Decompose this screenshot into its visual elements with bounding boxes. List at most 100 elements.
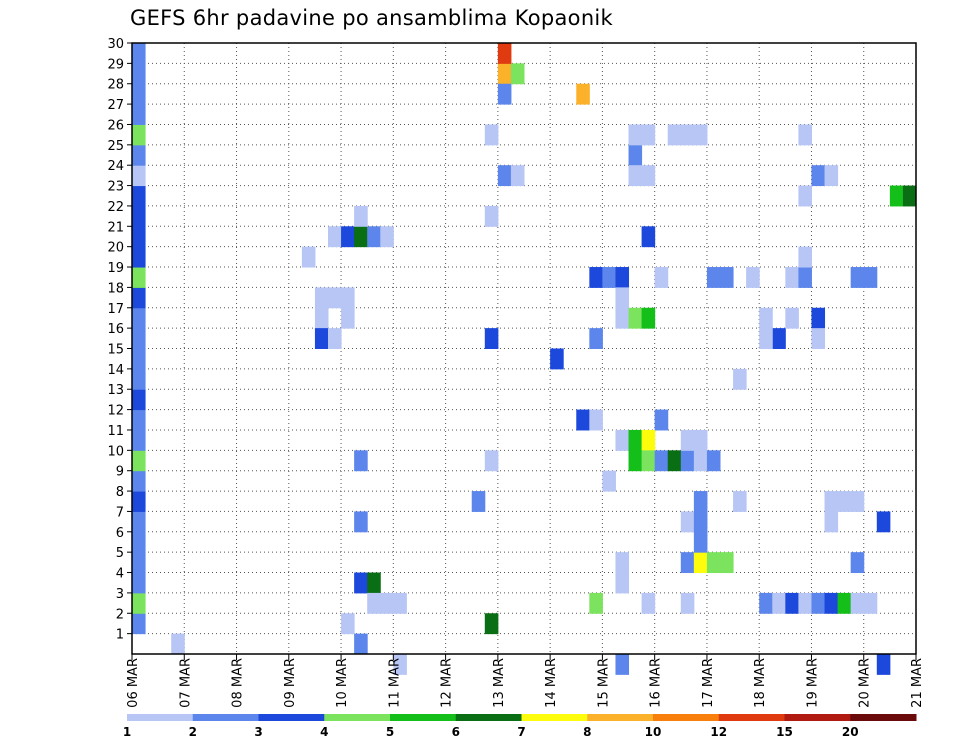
heatmap-cell [132, 246, 146, 268]
heatmap-cell [132, 368, 146, 390]
heatmap-cell [641, 165, 656, 187]
heatmap-cell [772, 592, 786, 614]
heatmap-cell [380, 226, 394, 248]
heatmap-cell [641, 429, 656, 451]
heatmap-cell [132, 429, 146, 451]
heatmap-cell [824, 592, 839, 614]
heatmap-cell [576, 409, 590, 431]
heatmap-cell [667, 450, 682, 472]
heatmap-cell [720, 552, 734, 574]
heatmap-cell [132, 124, 146, 146]
heatmap-cell [850, 592, 865, 614]
heatmap-cell [837, 491, 852, 512]
heatmap-cell [798, 592, 812, 614]
y-tick-label: 14 [107, 363, 124, 378]
y-tick-label: 6 [116, 526, 124, 541]
heatmap-cell [785, 592, 799, 614]
y-tick-label: 4 [116, 567, 124, 582]
colorbar-label: 1 [123, 725, 131, 739]
heatmap-cell [693, 491, 708, 512]
heatmap-cell [798, 246, 812, 268]
colorbar-segment [850, 714, 917, 721]
heatmap-cell [341, 226, 355, 248]
y-tick-label: 27 [107, 98, 124, 113]
heatmap-cell [132, 83, 146, 105]
heatmap-cell [654, 450, 669, 472]
heatmap-cell [733, 491, 747, 512]
heatmap-cell [863, 267, 878, 288]
y-tick-label: 7 [116, 505, 124, 520]
colorbar-label: 6 [452, 725, 460, 739]
x-tick-label: 09 MAR [283, 658, 298, 708]
colorbar-label: 3 [254, 725, 262, 739]
heatmap-cell [132, 185, 146, 207]
heatmap-cell [733, 368, 747, 390]
heatmap-cell [132, 165, 146, 187]
heatmap-cell [824, 165, 839, 187]
y-tick-label: 12 [107, 404, 124, 419]
x-tick-label: 14 MAR [544, 658, 559, 708]
x-tick-label: 07 MAR [178, 658, 193, 708]
heatmap-cell [615, 552, 630, 574]
y-tick-label: 15 [107, 343, 124, 358]
heatmap-cell [393, 592, 407, 614]
heatmap-cell [693, 531, 708, 553]
y-tick-label: 28 [107, 78, 124, 93]
heatmap-cell [393, 654, 407, 675]
heatmap-cell [615, 267, 630, 288]
heatmap-cell [798, 124, 812, 146]
heatmap-cell [341, 307, 355, 329]
colorbar-segment [653, 714, 720, 721]
heatmap-cell [132, 348, 146, 370]
heatmap-cell [628, 429, 643, 451]
heatmap-cell [693, 450, 708, 472]
x-tick-label: 16 MAR [649, 658, 664, 708]
heatmap-cell [301, 246, 316, 268]
heatmap-cell [589, 267, 603, 288]
heatmap-cell [132, 43, 146, 64]
heatmap-cell [484, 328, 499, 349]
heatmap-cell [132, 572, 146, 594]
heatmap-cell [132, 389, 146, 411]
heatmap-cell [628, 307, 643, 329]
heatmap-cell [132, 409, 146, 431]
heatmap-cell [680, 552, 695, 574]
heatmap-cell [889, 185, 904, 207]
heatmap-cell [693, 511, 708, 533]
heatmap-cell [354, 226, 368, 248]
heatmap-cell [497, 83, 512, 105]
heatmap-cell [602, 470, 616, 492]
colorbar-segment [127, 714, 194, 721]
y-tick-label: 11 [107, 424, 124, 439]
heatmap-cell [341, 287, 355, 309]
heatmap-cell [811, 328, 826, 349]
heatmap-cell [471, 491, 486, 512]
heatmap-cell [615, 572, 630, 594]
heatmap-cell [759, 307, 773, 329]
x-tick-label: 10 MAR [335, 658, 350, 708]
heatmap-cell [132, 592, 146, 614]
heatmap-cell [484, 205, 499, 227]
y-tick-label: 10 [107, 444, 124, 459]
heatmap-cell [602, 267, 616, 288]
heatmap-cell [628, 124, 643, 146]
heatmap-cell [641, 450, 656, 472]
x-tick-label: 06 MAR [126, 658, 141, 708]
heatmap-cell [680, 511, 695, 533]
heatmap-cell [354, 450, 368, 472]
heatmap-cell [132, 470, 146, 492]
x-tick-label: 11 MAR [387, 658, 402, 708]
heatmap-cell [132, 531, 146, 553]
heatmap-cell [367, 572, 381, 594]
heatmap-cell [380, 592, 394, 614]
heatmap-cell [367, 226, 381, 248]
heatmap-cell [693, 429, 708, 451]
colorbar-label: 10 [645, 725, 662, 739]
x-tick-label: 17 MAR [701, 658, 716, 708]
x-tick-label: 21 MAR [910, 658, 925, 708]
y-tick-label: 25 [107, 139, 124, 154]
heatmap-cell [720, 267, 734, 288]
heatmap-cell [811, 307, 826, 329]
heatmap-cell [132, 511, 146, 533]
